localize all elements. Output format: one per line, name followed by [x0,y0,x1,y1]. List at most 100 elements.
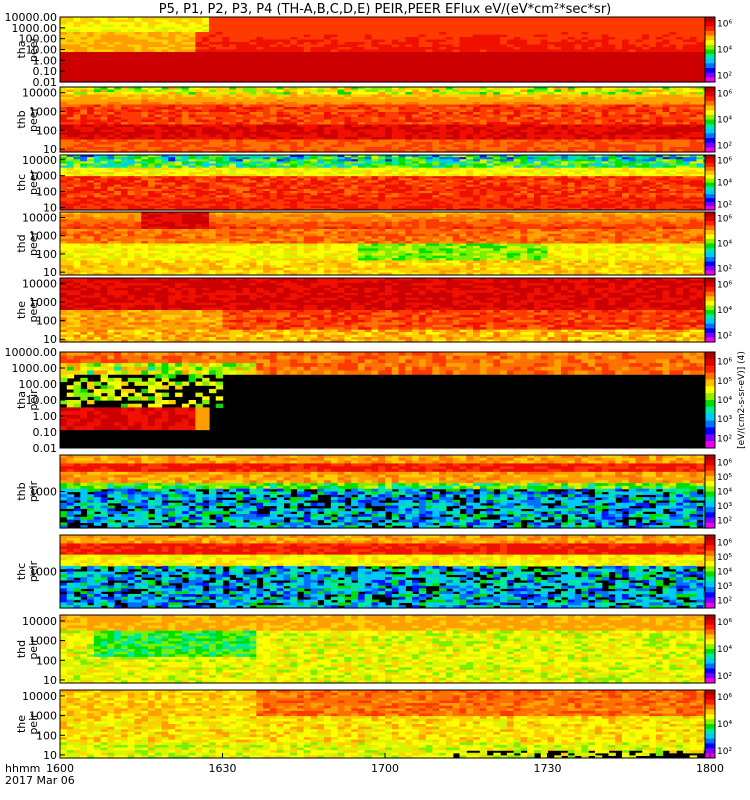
heatmap-cell [412,19,420,23]
heatmap-cell [208,117,217,121]
heatmap-cell [276,92,285,96]
heatmap-cell [222,34,230,38]
heatmap-cell [208,52,217,56]
heatmap-cell [324,34,332,38]
heatmap-cell [588,32,596,36]
heatmap-cell [168,17,176,21]
heatmap-cell [466,74,474,78]
heatmap-cell [181,19,190,23]
heatmap-cell [676,77,684,81]
heatmap-cell [236,147,244,151]
heatmap-cell [148,29,156,33]
heatmap-cell [669,79,677,83]
heatmap-cell [276,17,285,21]
heatmap-cell [120,92,129,96]
heatmap-cell [601,57,610,61]
heatmap-cell [290,42,298,46]
heatmap-cell [120,69,129,73]
heatmap-cell [93,89,102,93]
heatmap-cell [635,24,643,28]
heatmap-cell [154,42,163,46]
heatmap-cell [662,27,670,31]
heatmap-cell [181,34,190,38]
heatmap-cell [100,54,108,58]
heatmap-cell [215,104,224,108]
heatmap-cell [175,72,183,76]
heatmap-cell [479,44,488,48]
heatmap-cell [459,29,467,33]
heatmap-cell [154,87,163,91]
heatmap-cell [60,67,68,71]
heatmap-cell [655,19,664,23]
heatmap-cell [148,59,156,63]
heatmap-cell [141,62,149,66]
heatmap-cell [256,69,264,73]
heatmap-cell [100,149,108,153]
heatmap-cell [215,67,224,71]
heatmap-cell [249,124,257,128]
heatmap-cell [290,139,298,143]
heatmap-cell [283,59,291,63]
heatmap-cell [425,59,433,63]
heatmap-cell [662,19,670,23]
heatmap-cell [215,132,224,136]
heatmap-cell [236,47,244,51]
heatmap-cell [249,57,257,61]
heatmap-cell [263,49,271,53]
heatmap-cell [100,142,108,146]
heatmap-cell [100,49,108,53]
heatmap-cell [249,39,257,43]
heatmap-cell [540,69,549,73]
heatmap-cell [249,49,257,53]
heatmap-cell [682,37,691,41]
heatmap-cell [621,44,630,48]
heatmap-cell [330,34,339,38]
heatmap-cell [242,67,251,71]
heatmap-cell [520,57,528,61]
heatmap-cell [290,22,298,26]
heatmap-cell [296,29,305,33]
heatmap-cell [229,27,237,31]
heatmap-cell [73,49,81,53]
heatmap-cell [256,122,264,126]
heatmap-cell [80,102,88,106]
heatmap-cell [425,39,433,43]
heatmap-cell [60,77,68,81]
heatmap-cell [418,47,427,51]
heatmap-cell [452,59,461,63]
heatmap-cell [181,144,190,148]
heatmap-cell [567,57,576,61]
heatmap-cell [337,19,345,23]
heatmap-cell [317,22,325,26]
heatmap-cell [669,29,677,33]
heatmap-cell [608,39,616,43]
heatmap-cell [649,74,657,78]
heatmap-cell [66,29,75,33]
heatmap-cell [391,47,400,51]
heatmap-cell [148,144,156,148]
heatmap-cell [628,29,637,33]
heatmap-cell [161,62,169,66]
heatmap-cell [148,57,156,61]
heatmap-cell [513,27,522,31]
heatmap-cell [608,52,616,56]
heatmap-cell [330,69,339,73]
heatmap-cell [263,44,271,48]
heatmap-cell [337,39,345,43]
heatmap-cell [425,24,433,28]
heatmap-cell [513,57,522,61]
heatmap-cell [290,54,298,58]
heatmap-cell [242,47,251,51]
heatmap-cell [540,52,549,56]
heatmap-cell [324,22,332,26]
heatmap-cell [168,34,176,38]
heatmap-cell [195,37,203,41]
heatmap-cell [148,147,156,151]
heatmap-cell [506,69,515,73]
heatmap-cell [405,29,413,33]
heatmap-cell [513,49,522,53]
heatmap-cell [615,52,623,56]
heatmap-cell [181,122,190,126]
heatmap-cell [256,19,264,23]
heatmap-cell [628,17,637,21]
